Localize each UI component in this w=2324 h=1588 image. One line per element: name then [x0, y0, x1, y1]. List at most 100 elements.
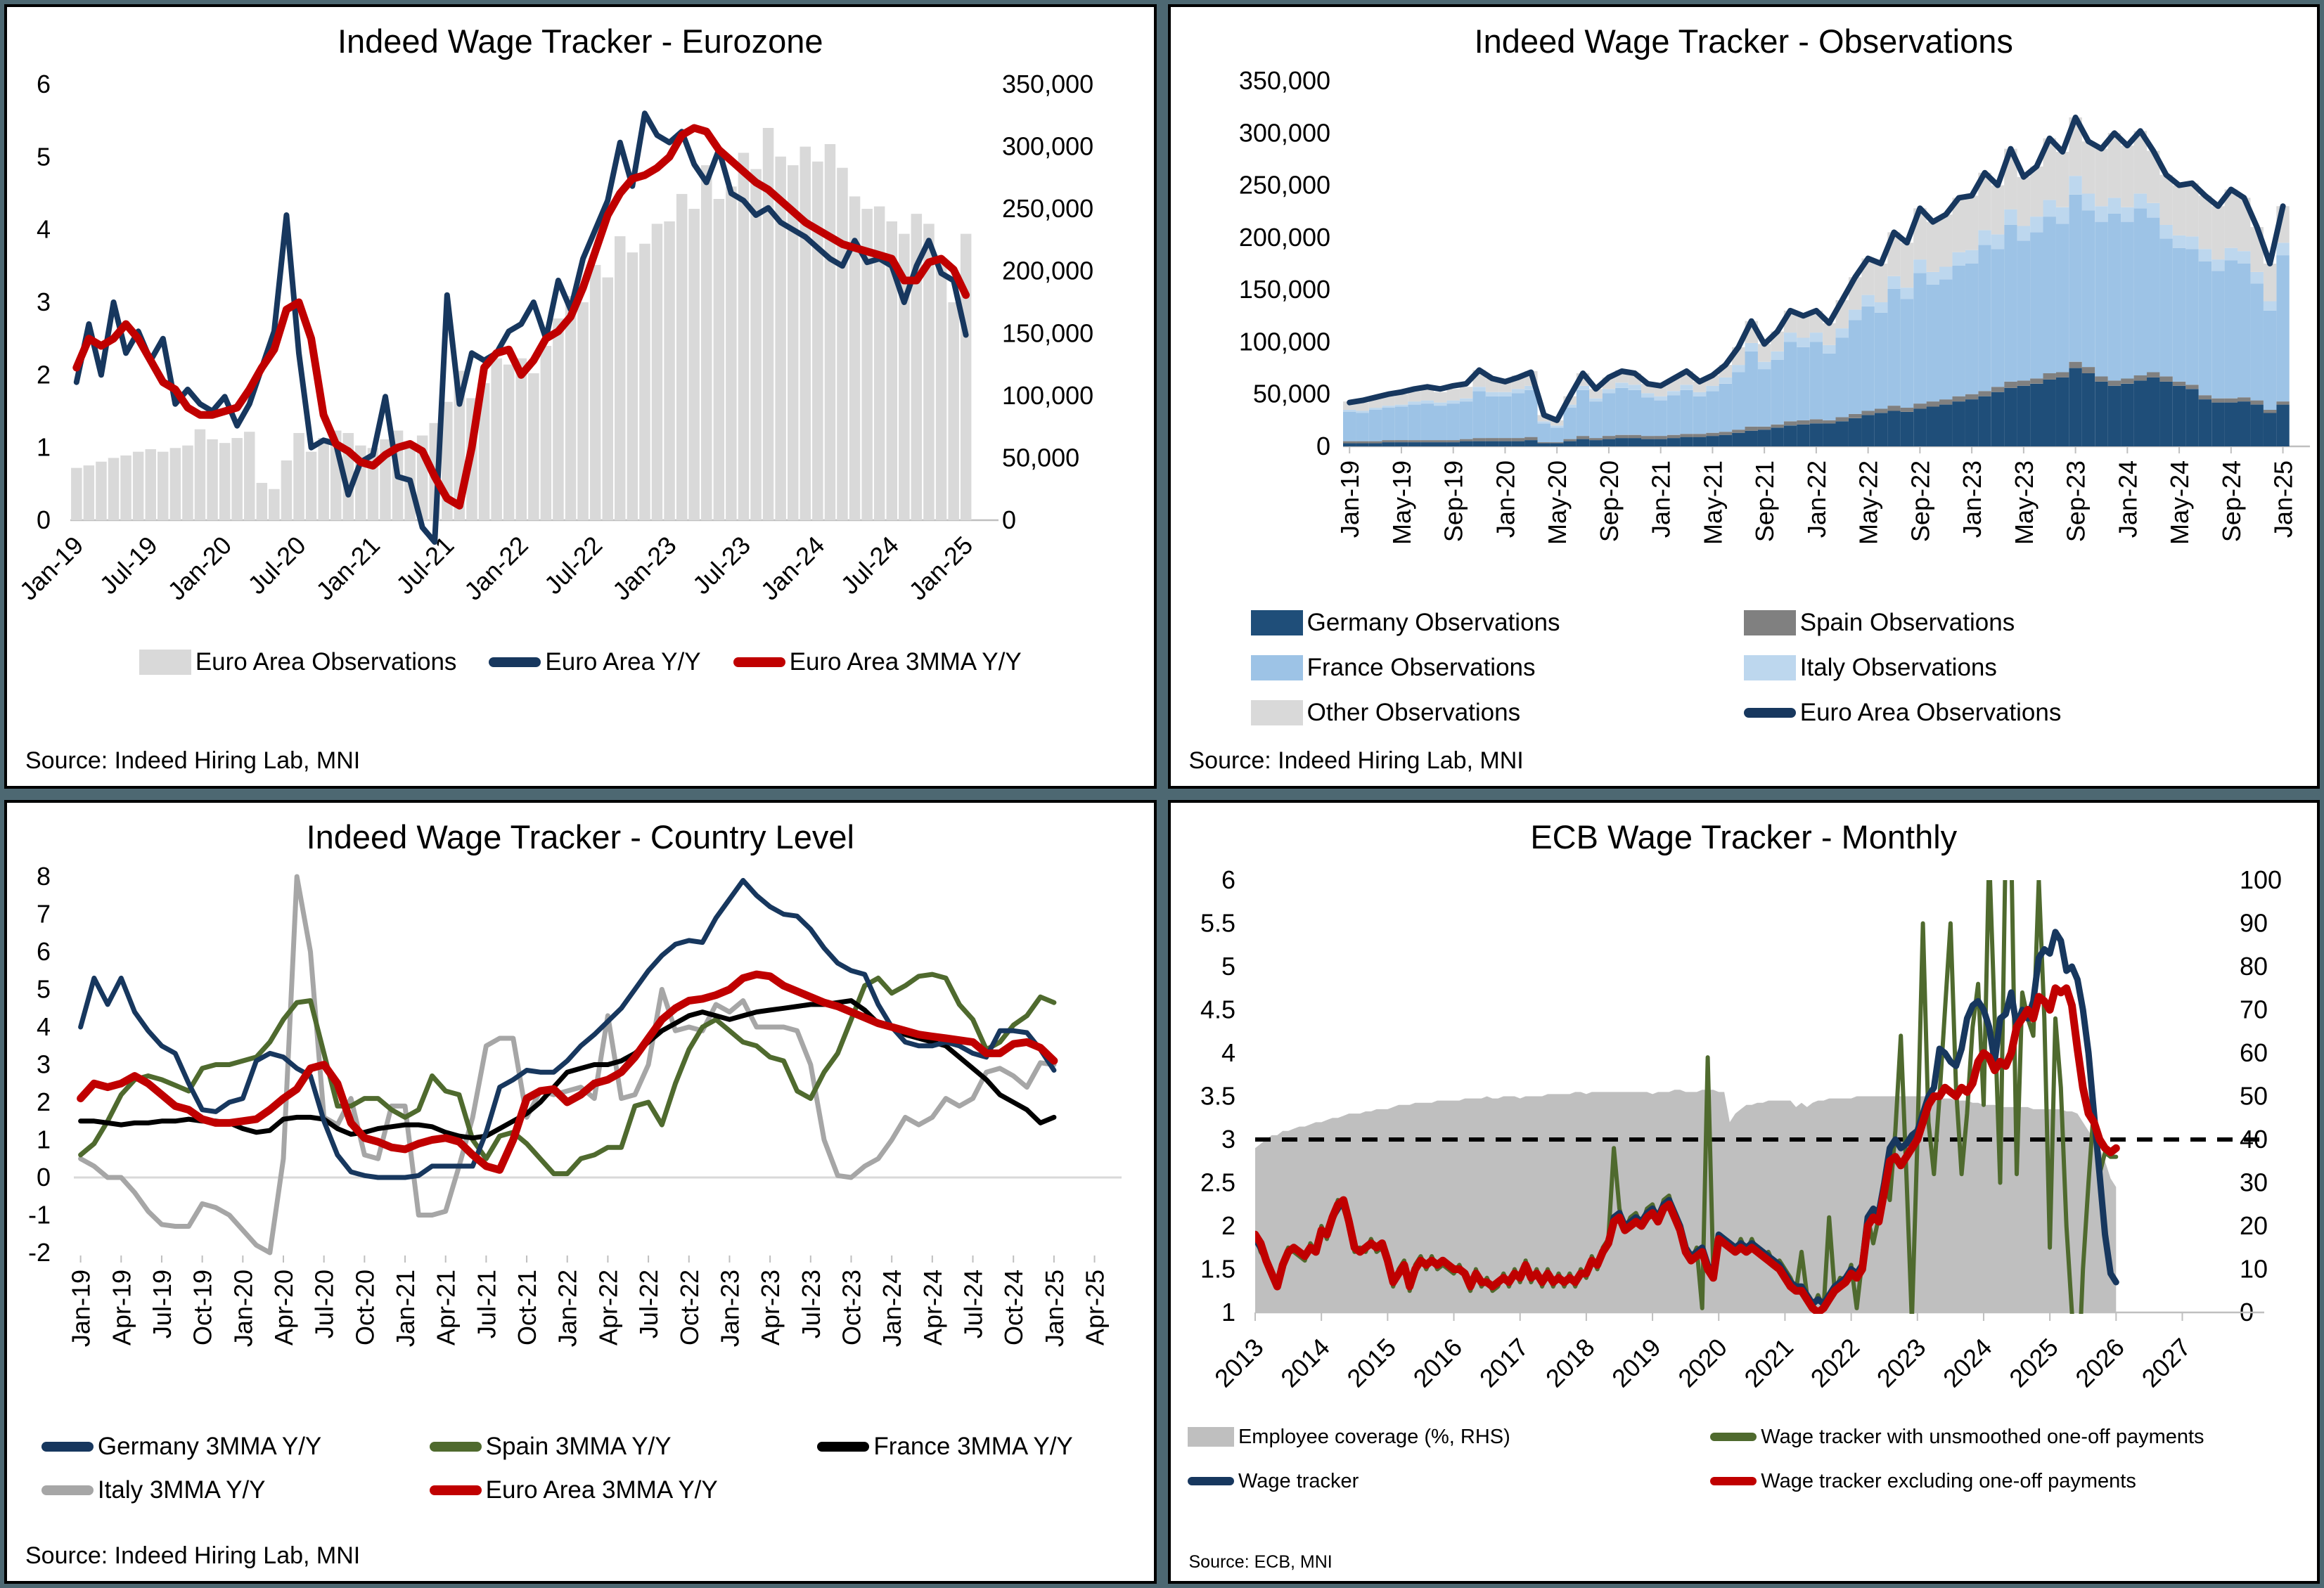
spain-3mma-line — [78, 971, 1057, 1176]
legend-label: France 3MMA Y/Y — [873, 1432, 1073, 1460]
svg-text:0: 0 — [1002, 505, 1016, 534]
svg-text:Oct-21: Oct-21 — [513, 1270, 541, 1345]
legend-item: Italy 3MMA Y/Y — [41, 1476, 430, 1504]
line-swatch-icon — [1743, 708, 1796, 718]
svg-text:Jul-19: Jul-19 — [94, 531, 163, 600]
svg-text:Jul-20: Jul-20 — [310, 1270, 339, 1338]
svg-text:Jul-22: Jul-22 — [634, 1270, 663, 1338]
svg-text:Jul-21: Jul-21 — [390, 531, 459, 600]
svg-text:Oct-24: Oct-24 — [999, 1270, 1028, 1345]
svg-text:Jul-23: Jul-23 — [687, 531, 756, 600]
legend-item: Spain Observations — [1743, 609, 2237, 637]
svg-text:4: 4 — [37, 215, 51, 244]
svg-text:Apr-25: Apr-25 — [1081, 1270, 1110, 1345]
legend-label: Euro Area Observations — [1799, 699, 2062, 727]
legend-item: Other Observations — [1250, 699, 1744, 727]
svg-text:Jan-25: Jan-25 — [904, 531, 979, 606]
legend-label: Wage tracker — [1238, 1469, 1359, 1492]
bar-swatch-icon — [1743, 655, 1796, 681]
euro-area-3mma-line — [77, 970, 1058, 1174]
svg-text:300,000: 300,000 — [1239, 118, 1330, 147]
chart-title: ECB Wage Tracker - Monthly — [1530, 818, 1958, 856]
svg-text:Apr-23: Apr-23 — [756, 1270, 785, 1345]
svg-text:2: 2 — [1221, 1211, 1235, 1240]
svg-text:Jan-23: Jan-23 — [607, 531, 682, 606]
panel-observations: Indeed Wage Tracker - Observations 0 50,0… — [1167, 4, 2320, 789]
svg-text:5.5: 5.5 — [1200, 908, 1235, 937]
svg-text:0: 0 — [37, 1163, 51, 1192]
svg-text:2014: 2014 — [1275, 1332, 1335, 1393]
svg-text:4.5: 4.5 — [1200, 995, 1235, 1024]
svg-text:2: 2 — [37, 360, 51, 389]
svg-text:2013: 2013 — [1209, 1332, 1269, 1393]
svg-text:300,000: 300,000 — [1002, 132, 1093, 161]
line-swatch-icon — [489, 657, 541, 668]
svg-text:Jan-23: Jan-23 — [1958, 460, 1986, 538]
line-swatch-icon — [41, 1441, 94, 1452]
svg-text:2024: 2024 — [1937, 1332, 1998, 1393]
svg-text:Jan-21: Jan-21 — [1646, 460, 1675, 538]
svg-text:50,000: 50,000 — [1002, 443, 1079, 472]
legend-item: Wage tracker excluding one-off payments — [1710, 1470, 2299, 1493]
svg-text:Jan-20: Jan-20 — [162, 531, 238, 606]
svg-text:2017: 2017 — [1473, 1332, 1534, 1393]
legend-item: Italy Observations — [1743, 654, 2237, 682]
svg-text:70: 70 — [2240, 995, 2268, 1024]
legend-label: Euro Area Y/Y — [545, 648, 701, 676]
euro-area-3mma-line — [72, 124, 970, 510]
svg-text:Jan-22: Jan-22 — [553, 1270, 582, 1347]
svg-text:Jul-22: Jul-22 — [539, 531, 608, 600]
legend-label: Italy Observations — [1799, 654, 1997, 682]
bar-swatch-icon — [1187, 1427, 1234, 1447]
source-note: Source: Indeed Hiring Lab, MNI — [25, 747, 361, 774]
svg-text:2015: 2015 — [1341, 1332, 1401, 1393]
svg-text:Jan-23: Jan-23 — [716, 1270, 745, 1347]
svg-text:2016: 2016 — [1407, 1332, 1468, 1393]
country-level-chart: -2 -1 0 1 2 3 4 5 6 7 8 Jan-19 Apr-19 Jul-19 Oct-19 Jan… — [28, 862, 1122, 1347]
svg-text:50: 50 — [2240, 1081, 2268, 1110]
chart-title: Indeed Wage Tracker - Eurozone — [337, 22, 823, 60]
svg-text:May-20: May-20 — [1543, 460, 1572, 545]
legend-item: Wage tracker — [1187, 1469, 1710, 1493]
svg-text:250,000: 250,000 — [1002, 194, 1093, 223]
line-swatch-icon — [733, 657, 785, 668]
euro-area-observations-line — [1346, 115, 2286, 423]
svg-text:1: 1 — [37, 1125, 51, 1154]
legend-item: Euro Area 3MMA Y/Y — [429, 1476, 818, 1504]
legend-item: Euro Area Observations — [1743, 699, 2237, 727]
germany-observations-area — [1342, 368, 2290, 447]
svg-text:Jul-23: Jul-23 — [797, 1270, 826, 1338]
legend-label: Employee coverage (%, RHS) — [1238, 1425, 1510, 1448]
legend-item: Euro Area Observations — [139, 648, 457, 676]
svg-text:May-19: May-19 — [1387, 460, 1416, 545]
svg-text:Apr-21: Apr-21 — [432, 1270, 461, 1345]
line-swatch-icon — [1187, 1477, 1234, 1486]
legend-label: Italy 3MMA Y/Y — [97, 1476, 266, 1504]
svg-text:Oct-23: Oct-23 — [837, 1270, 866, 1345]
svg-text:-1: -1 — [28, 1200, 51, 1229]
svg-text:200,000: 200,000 — [1239, 223, 1330, 252]
svg-text:2022: 2022 — [1804, 1332, 1865, 1393]
line-swatch-icon — [41, 1485, 94, 1495]
svg-text:10: 10 — [2240, 1254, 2268, 1283]
legend-item: Euro Area 3MMA Y/Y — [733, 648, 1022, 676]
svg-text:Sep-20: Sep-20 — [1595, 460, 1624, 542]
svg-text:Jan-22: Jan-22 — [1802, 460, 1831, 538]
legend-label: Euro Area 3MMA Y/Y — [485, 1476, 718, 1504]
svg-text:Jan-24: Jan-24 — [878, 1270, 906, 1347]
svg-text:2023: 2023 — [1871, 1332, 1932, 1393]
svg-text:May-22: May-22 — [1854, 460, 1882, 545]
legend-label: Wage tracker with unsmoothed one-off pay… — [1761, 1425, 2204, 1448]
svg-text:Jan-20: Jan-20 — [229, 1270, 258, 1347]
panel-country-level: Indeed Wage Tracker - Country Level -2 -1… — [4, 799, 1157, 1584]
legend-label: Euro Area Observations — [195, 648, 457, 676]
svg-text:2018: 2018 — [1540, 1332, 1600, 1393]
chart-title: Indeed Wage Tracker - Observations — [1474, 22, 2013, 60]
legend: Euro Area Observations Euro Area Y/Y Eur… — [7, 648, 1154, 676]
svg-text:100,000: 100,000 — [1239, 327, 1330, 356]
svg-text:6: 6 — [37, 70, 51, 98]
legend-label: France Observations — [1307, 654, 1536, 682]
svg-text:350,000: 350,000 — [1239, 66, 1330, 95]
legend-label: Spain 3MMA Y/Y — [485, 1432, 672, 1460]
svg-text:Jan-25: Jan-25 — [2268, 460, 2297, 538]
